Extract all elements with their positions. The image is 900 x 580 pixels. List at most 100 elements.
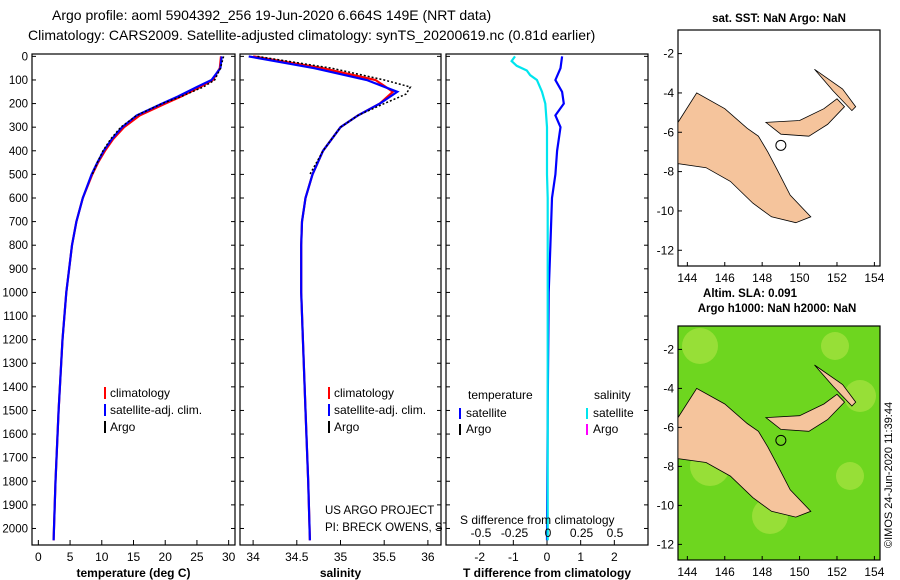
legend-swatch — [104, 404, 106, 416]
lon-tick-label: 150 — [790, 565, 810, 579]
land-new-britain — [764, 98, 846, 137]
temperature-frame — [31, 53, 236, 546]
legend-label: Argo — [334, 420, 360, 434]
depth-tick-label: 1000 — [2, 287, 28, 299]
depth-tick-label: 0 — [22, 51, 28, 63]
x-tick-label: 35 — [334, 550, 348, 564]
x-tick-label: 30 — [222, 550, 236, 564]
x-tick-label: 34 — [246, 550, 260, 564]
sla-patch — [682, 328, 718, 364]
lat-tick-label: -12 — [657, 537, 675, 551]
imos-watermark: ©IMOS 24-Jun-2020 11:39:44 — [883, 402, 895, 548]
difference-xlabel: T difference from climatology — [463, 566, 631, 580]
lat-tick-label: -4 — [663, 86, 674, 100]
x-tick-label: -2 — [474, 550, 485, 564]
x-tick-label: 0 — [544, 550, 551, 564]
profile-marker — [775, 139, 787, 151]
lat-tick-label: -2 — [663, 342, 674, 356]
legend-swatch — [586, 424, 588, 435]
series-salinity-satellite — [510, 55, 549, 541]
lon-tick-label: 154 — [864, 271, 884, 285]
legend-swatch — [104, 421, 106, 433]
legend-swatch — [104, 387, 106, 399]
map-bottom-title-1: Altim. SLA: 0.091 — [703, 288, 798, 300]
x-tick-label: 15 — [127, 550, 141, 564]
legend-label: satellite-adj. clim. — [334, 403, 426, 417]
salinity-xlabel: salinity — [320, 566, 362, 580]
legend-label: climatology — [334, 386, 394, 400]
depth-tick-label: 1200 — [2, 335, 28, 347]
legend-swatch — [328, 404, 330, 416]
series-satellite-adj-clim- — [248, 55, 400, 541]
series-argo — [91, 56, 225, 175]
x-tick-label: 5 — [67, 550, 74, 564]
panel-temperature: 0100200300400500600700800900100011001200… — [2, 51, 235, 580]
lat-tick-label: -2 — [663, 47, 674, 61]
series-satellite-adj-clim- — [52, 56, 223, 541]
title-line-1: Argo profile: aoml 5904392_256 19-Jun-20… — [52, 7, 491, 23]
legend-swatch — [328, 387, 330, 399]
map-bottom-title-2: Argo h1000: NaN h2000: NaN — [698, 303, 857, 315]
depth-tick-label: 600 — [9, 193, 28, 205]
lat-tick-label: -10 — [657, 204, 675, 218]
legend-label: satellite-adj. clim. — [110, 403, 202, 417]
top-tick-label: 0.5 — [607, 526, 624, 540]
legend-label: Argo — [466, 422, 492, 436]
lon-tick-label: 146 — [715, 565, 735, 579]
x-tick-label: 34.5 — [285, 550, 309, 564]
lat-tick-label: -8 — [663, 165, 674, 179]
x-tick-label: 20 — [159, 550, 173, 564]
depth-tick-label: 2000 — [2, 523, 28, 535]
legend-label: satellite — [593, 406, 634, 420]
legend-label: climatology — [110, 386, 170, 400]
x-tick-label: 1 — [577, 550, 584, 564]
lat-tick-label: -8 — [663, 459, 674, 473]
land-new-ireland — [814, 68, 857, 112]
legend-s-title: salinity — [594, 388, 631, 402]
x-tick-label: 35.5 — [373, 550, 397, 564]
map-sst: 144 146 148 150 152 154 -2 -4 -6 -8 -10 -12 — [657, 29, 885, 285]
depth-tick-label: 400 — [9, 146, 28, 158]
legend-swatch — [586, 408, 588, 419]
legend-swatch — [459, 424, 461, 435]
depth-tick-label: 1800 — [2, 476, 28, 488]
map-top-title: sat. SST: NaN Argo: NaN — [712, 13, 846, 25]
depth-tick-label: 1300 — [2, 358, 28, 370]
lon-tick-label: 154 — [864, 565, 884, 579]
depth-tick-label: 1600 — [2, 429, 28, 441]
temperature-xlabel: temperature (deg C) — [76, 566, 190, 580]
lat-tick-label: -6 — [663, 420, 674, 434]
legend-t-title: temperature — [468, 388, 533, 402]
credit-project: US ARGO PROJECT — [325, 505, 434, 517]
x-tick-label: 2 — [611, 550, 618, 564]
lon-tick-label: 150 — [790, 271, 810, 285]
lat-tick-label: -6 — [663, 125, 674, 139]
land-new-ireland — [814, 364, 857, 407]
depth-tick-label: 700 — [9, 217, 28, 229]
legend-swatch — [459, 408, 461, 419]
depth-tick-label: 300 — [9, 122, 28, 134]
x-tick-label: 0 — [35, 550, 42, 564]
depth-tick-label: 200 — [9, 99, 28, 111]
depth-tick-label: 1400 — [2, 382, 28, 394]
land-new-guinea — [677, 92, 812, 224]
salinity-frame — [239, 53, 442, 546]
top-axis-label: S difference from climatology — [460, 513, 615, 527]
title-line-2: Climatology: CARS2009. Satellite-adjuste… — [28, 27, 595, 43]
lon-tick-label: 152 — [827, 271, 847, 285]
sla-patch — [821, 332, 849, 360]
legend-label: Argo — [593, 422, 619, 436]
legend-swatch — [328, 421, 330, 433]
top-tick-label: -0.5 — [471, 526, 492, 540]
profile-marker — [775, 434, 787, 446]
depth-tick-label: 1500 — [2, 405, 28, 417]
depth-tick-label: 500 — [9, 169, 28, 181]
lon-tick-label: 148 — [752, 565, 772, 579]
x-tick-label: 10 — [95, 550, 109, 564]
series-argo — [257, 55, 412, 175]
depth-tick-label: 1900 — [2, 500, 28, 512]
lat-tick-label: -10 — [657, 498, 675, 512]
lat-tick-label: -12 — [657, 243, 675, 257]
x-tick-label: -1 — [508, 550, 519, 564]
